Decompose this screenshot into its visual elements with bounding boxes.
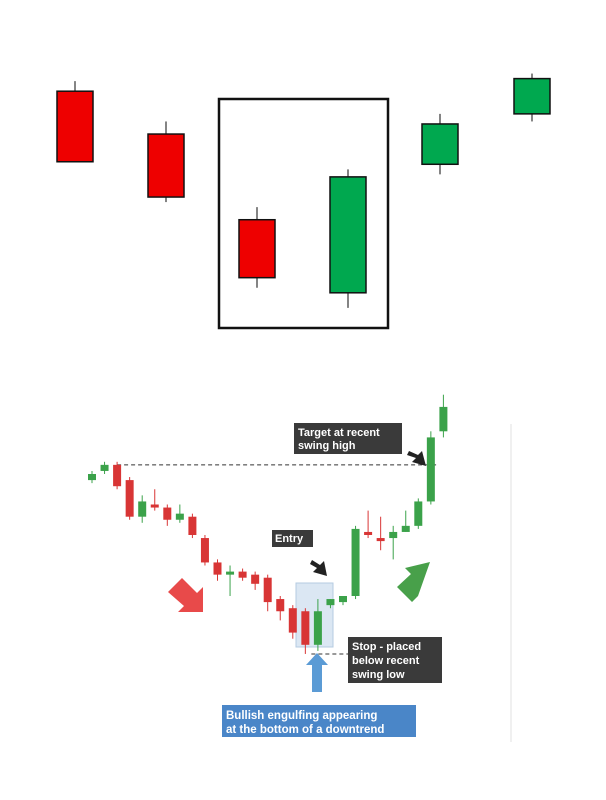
bullish-candle (389, 531, 398, 539)
stop-label: Stop - placed below recent swing low (348, 637, 442, 683)
bullish-candle (426, 437, 435, 502)
bearish-candle (147, 133, 185, 198)
bearish-candle (163, 507, 172, 520)
bullish-candle (313, 611, 322, 645)
bearish-candle (364, 531, 373, 535)
target-label-line2: swing high (298, 440, 356, 452)
bearish-candle (56, 90, 94, 163)
target-label: Target at recent swing high (294, 423, 402, 454)
uptrend-arrow-icon (397, 562, 430, 602)
bullish-candle (351, 528, 360, 596)
bullish-engulfing-callout: Bullish engulfing appearing at the botto… (222, 705, 416, 737)
bearish-candle (376, 538, 385, 542)
bullish-candle (414, 501, 423, 526)
bearish-candle (213, 562, 222, 575)
entry-label-text: Entry (275, 533, 304, 545)
stop-label-line1: Stop - placed (352, 641, 421, 653)
bullish-candle (329, 176, 367, 294)
callout-line2: at the bottom of a downtrend (226, 724, 384, 736)
bullish-candle (175, 513, 184, 520)
bearish-candle (238, 571, 247, 578)
bullish-candle (439, 406, 448, 432)
entry-label: Entry (272, 530, 313, 547)
target-label-line1: Target at recent (298, 427, 380, 439)
bearish-candle (263, 577, 272, 603)
bearish-candle (238, 218, 276, 279)
bullish-candle (100, 464, 109, 471)
up-arrow-icon (306, 653, 328, 692)
stop-label-line3: swing low (352, 669, 405, 681)
callout-line1: Bullish engulfing appearing (226, 710, 377, 722)
bearish-candle (251, 574, 260, 584)
bullish-candle (513, 77, 551, 115)
downtrend-arrow-icon (168, 578, 203, 612)
top-candles-group (56, 73, 551, 308)
bottom-candles-group (88, 394, 448, 654)
bullish-candle (138, 501, 147, 517)
bearish-candle (113, 464, 122, 487)
stop-label-line2: below recent (352, 655, 420, 667)
engulfing-highlight-box (217, 97, 390, 330)
engulfing-illustration-chart (56, 73, 551, 330)
bearish-candle (188, 516, 197, 535)
bullish-candle (339, 596, 347, 603)
bullish-candle (326, 599, 335, 606)
bearish-candle (301, 611, 310, 645)
bearish-candle (200, 538, 209, 563)
bullish-candle (421, 123, 459, 166)
bullish-candle (226, 571, 235, 575)
bearish-candle (288, 608, 297, 633)
bearish-candle (125, 480, 134, 517)
bullish-candle (401, 525, 410, 532)
target-pointer-icon (407, 451, 426, 466)
bearish-candle (150, 504, 159, 508)
bullish-candle (88, 474, 96, 481)
bearish-candle (276, 599, 285, 612)
entry-pointer-icon (310, 560, 327, 576)
